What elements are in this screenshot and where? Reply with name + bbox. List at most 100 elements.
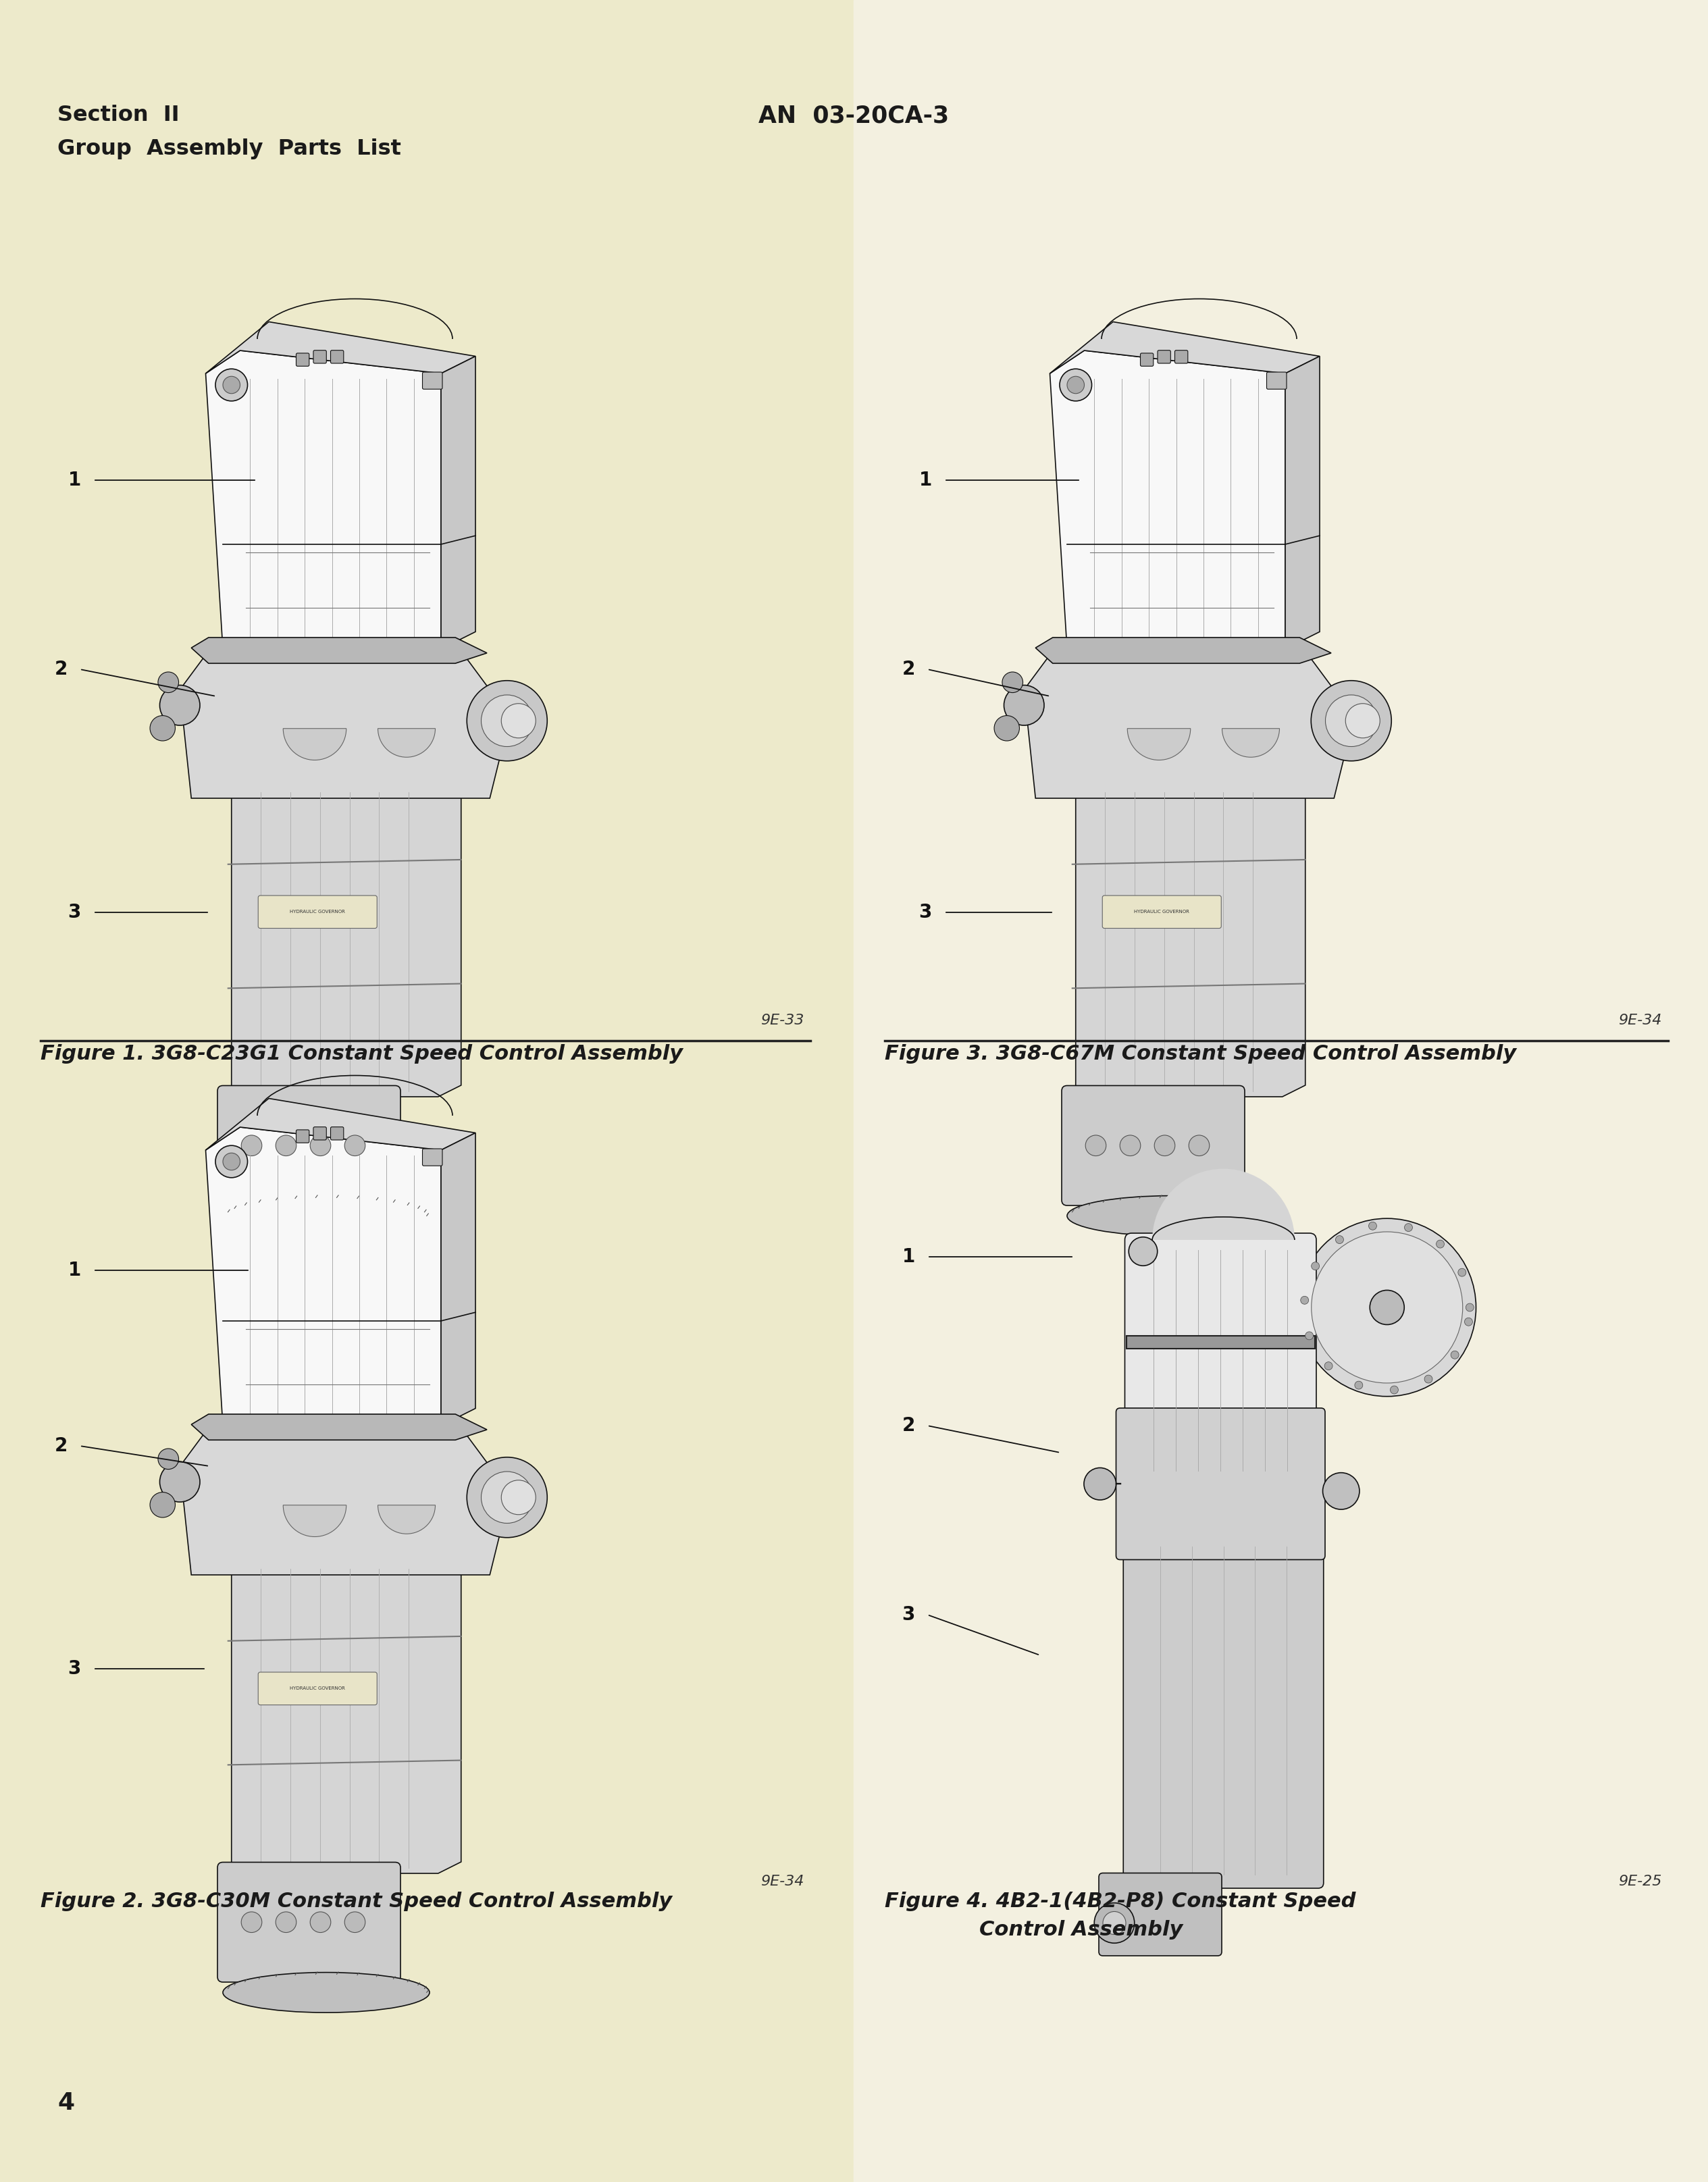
Text: 2: 2 [55, 659, 68, 679]
Circle shape [1155, 1135, 1175, 1156]
Wedge shape [377, 729, 436, 757]
Wedge shape [470, 1506, 528, 1534]
Text: 2: 2 [902, 659, 915, 679]
FancyBboxPatch shape [1098, 1872, 1221, 1955]
Text: 9E-34: 9E-34 [760, 1874, 804, 1887]
Circle shape [1298, 1218, 1476, 1396]
Polygon shape [441, 356, 475, 648]
Text: 3: 3 [902, 1606, 915, 1623]
Text: Figure 1. 3G8-C23G1 Constant Speed Control Assembly: Figure 1. 3G8-C23G1 Constant Speed Contr… [41, 1043, 683, 1063]
Text: 3: 3 [919, 903, 933, 921]
Circle shape [1095, 1903, 1134, 1944]
Text: Group  Assembly  Parts  List: Group Assembly Parts List [58, 137, 401, 159]
FancyBboxPatch shape [422, 1148, 442, 1165]
FancyBboxPatch shape [1175, 351, 1187, 364]
Wedge shape [1127, 729, 1190, 759]
Circle shape [161, 1462, 200, 1501]
FancyBboxPatch shape [313, 1126, 326, 1139]
Circle shape [1450, 1351, 1459, 1359]
Polygon shape [1050, 351, 1284, 648]
Text: 9E-34: 9E-34 [1617, 1015, 1662, 1028]
FancyBboxPatch shape [422, 373, 442, 388]
Circle shape [1103, 1911, 1126, 1935]
Circle shape [1312, 1233, 1462, 1383]
Circle shape [1325, 694, 1377, 746]
Polygon shape [232, 1562, 461, 1874]
FancyBboxPatch shape [295, 1130, 309, 1143]
Circle shape [482, 1471, 533, 1523]
Circle shape [1085, 1468, 1115, 1499]
Circle shape [161, 685, 200, 724]
Text: Control Assembly: Control Assembly [979, 1920, 1184, 1940]
Circle shape [1004, 685, 1044, 724]
Circle shape [1312, 681, 1392, 762]
Circle shape [311, 1135, 331, 1156]
Circle shape [150, 716, 176, 742]
FancyBboxPatch shape [1126, 1233, 1317, 1488]
Wedge shape [1223, 729, 1279, 757]
Text: 4: 4 [58, 2093, 75, 2114]
Circle shape [1346, 703, 1380, 738]
Circle shape [1404, 1224, 1413, 1231]
Text: 2: 2 [55, 1436, 68, 1455]
Polygon shape [179, 644, 500, 799]
Circle shape [482, 694, 533, 746]
FancyBboxPatch shape [1124, 1534, 1324, 1887]
Circle shape [1324, 1362, 1332, 1370]
Polygon shape [205, 351, 441, 648]
Polygon shape [191, 1414, 487, 1440]
Circle shape [1424, 1375, 1433, 1383]
Circle shape [1312, 1261, 1319, 1270]
Circle shape [500, 703, 536, 738]
FancyBboxPatch shape [258, 895, 377, 927]
Polygon shape [205, 1098, 475, 1150]
Text: AN  03-20CA-3: AN 03-20CA-3 [758, 105, 950, 127]
Wedge shape [1313, 729, 1372, 757]
Wedge shape [470, 729, 528, 757]
Circle shape [222, 1152, 241, 1170]
Circle shape [241, 1911, 261, 1933]
Circle shape [1129, 1237, 1158, 1266]
Text: HYDRAULIC GOVERNOR: HYDRAULIC GOVERNOR [290, 1687, 345, 1691]
Circle shape [222, 375, 241, 393]
Polygon shape [1076, 788, 1305, 1098]
Polygon shape [1284, 356, 1320, 648]
Text: 3: 3 [68, 903, 80, 921]
Circle shape [1368, 1222, 1377, 1231]
Text: 1: 1 [68, 471, 80, 489]
Circle shape [345, 1911, 366, 1933]
FancyBboxPatch shape [1141, 353, 1153, 367]
FancyBboxPatch shape [1062, 1087, 1245, 1204]
Circle shape [1465, 1303, 1474, 1311]
FancyBboxPatch shape [313, 351, 326, 364]
Text: 9E-25: 9E-25 [1617, 1874, 1662, 1887]
Circle shape [1305, 1331, 1313, 1340]
Polygon shape [1050, 321, 1320, 373]
Circle shape [215, 369, 248, 401]
Polygon shape [441, 1132, 475, 1425]
FancyBboxPatch shape [217, 1087, 400, 1204]
Circle shape [1336, 1235, 1344, 1244]
Text: 1: 1 [902, 1248, 915, 1266]
Circle shape [1459, 1268, 1465, 1276]
Circle shape [345, 1135, 366, 1156]
Circle shape [150, 1492, 176, 1516]
Circle shape [159, 1449, 179, 1468]
Polygon shape [205, 321, 475, 373]
Text: 1: 1 [919, 471, 933, 489]
Ellipse shape [222, 1973, 429, 2012]
Circle shape [159, 672, 179, 692]
Wedge shape [284, 729, 347, 759]
Circle shape [466, 681, 547, 762]
Text: HYDRAULIC GOVERNOR: HYDRAULIC GOVERNOR [1134, 910, 1189, 914]
FancyBboxPatch shape [331, 351, 343, 364]
Text: Figure 2. 3G8-C30M Constant Speed Control Assembly: Figure 2. 3G8-C30M Constant Speed Contro… [41, 1892, 673, 1911]
FancyBboxPatch shape [295, 353, 309, 367]
Wedge shape [284, 1506, 347, 1536]
Text: 9E-33: 9E-33 [760, 1015, 804, 1028]
Bar [854, 0, 1708, 2182]
Text: Figure 4. 4B2-1(4B2-P8) Constant Speed: Figure 4. 4B2-1(4B2-P8) Constant Speed [885, 1892, 1356, 1911]
Circle shape [275, 1135, 297, 1156]
Bar [1126, 1335, 1315, 1348]
Circle shape [1059, 369, 1091, 401]
